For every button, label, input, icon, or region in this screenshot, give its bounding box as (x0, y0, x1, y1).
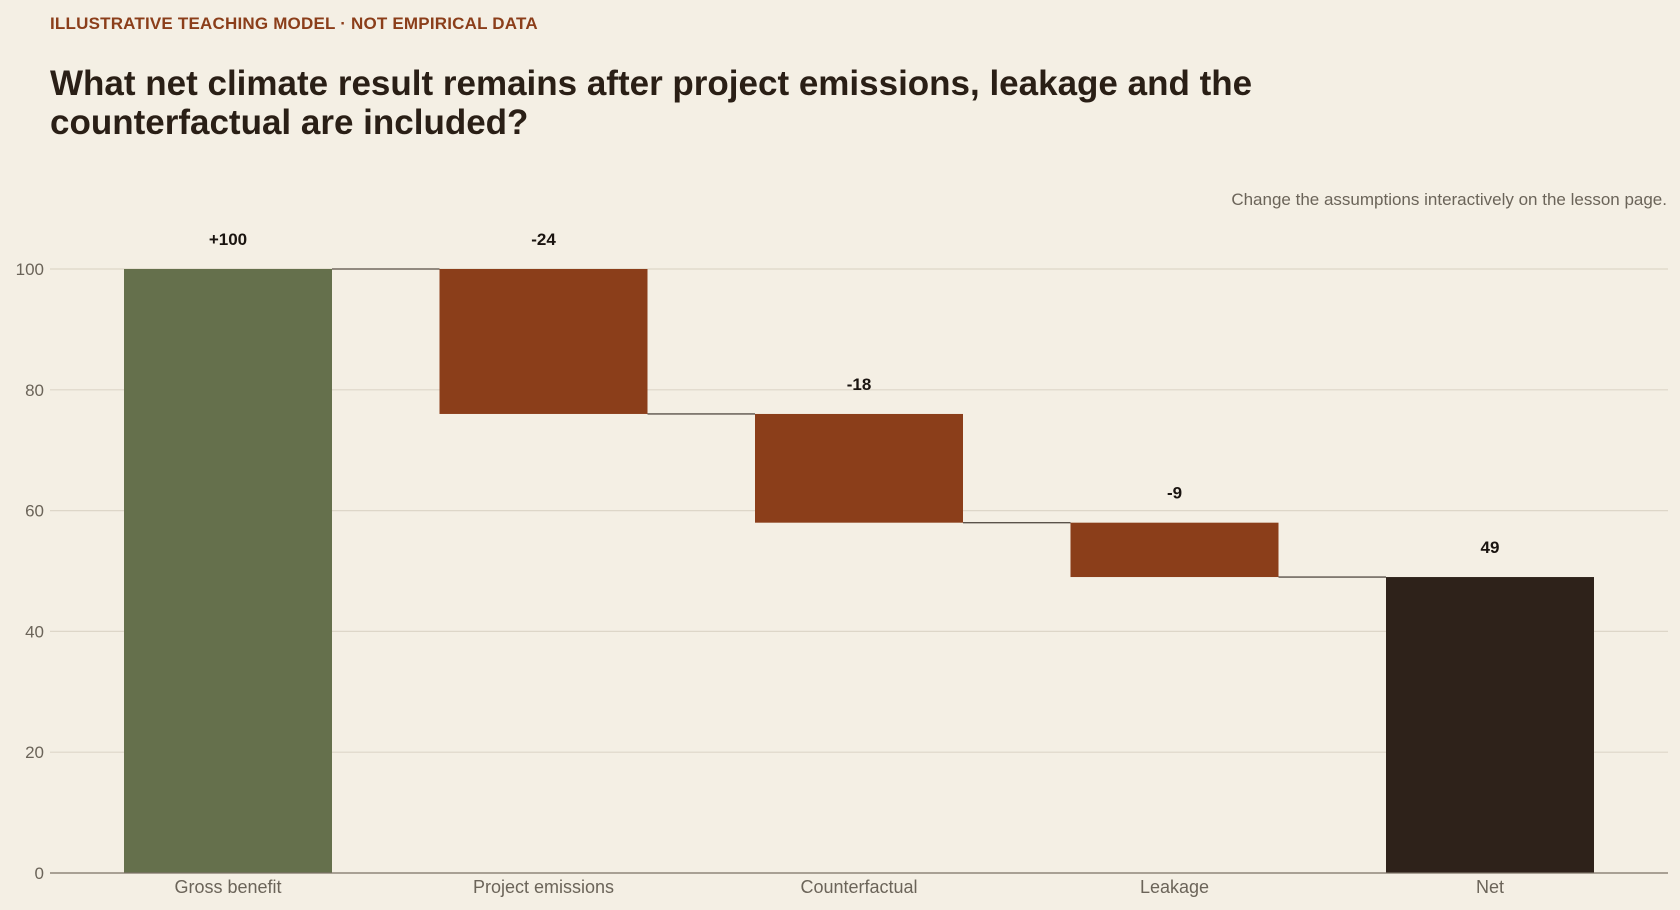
chart-title: What net climate result remains after pr… (50, 64, 1253, 142)
data-label: -9 (1167, 484, 1182, 503)
bar-counterfactual (755, 413, 963, 523)
y-tick-label: 0 (35, 864, 44, 883)
x-tick-label: Project emissions (473, 877, 614, 897)
chart-kicker: ILLUSTRATIVE TEACHING MODEL · NOT EMPIRI… (50, 14, 538, 33)
data-label: -24 (531, 230, 556, 249)
data-label: 49 (1481, 538, 1500, 557)
y-tick-label: 80 (25, 381, 44, 400)
bar-net (1386, 577, 1594, 873)
bar-gross-benefit (124, 269, 332, 873)
y-tick-label: 40 (25, 622, 44, 641)
y-tick-label: 60 (25, 502, 44, 521)
y-tick-label: 100 (16, 260, 44, 279)
x-tick-label: Gross benefit (174, 877, 281, 897)
y-tick-label: 20 (25, 743, 44, 762)
x-tick-label: Net (1476, 877, 1504, 897)
data-label: -18 (847, 375, 872, 394)
x-tick-label: Counterfactual (800, 877, 917, 897)
x-tick-label: Leakage (1140, 877, 1209, 897)
chart-note: Change the assumptions interactively on … (1231, 190, 1667, 209)
data-label: +100 (209, 230, 247, 249)
bar-project-emissions (439, 269, 648, 414)
bar-leakage (1070, 522, 1279, 578)
